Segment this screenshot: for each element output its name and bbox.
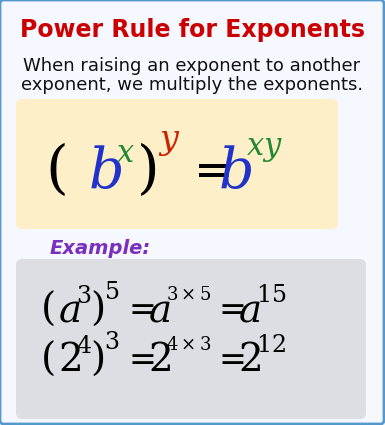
Text: $2$: $2$	[58, 341, 81, 379]
Text: $a$: $a$	[58, 291, 80, 329]
Text: $4$: $4$	[76, 334, 92, 358]
Text: $12$: $12$	[256, 333, 286, 357]
Text: $=$: $=$	[212, 292, 245, 325]
Text: $=$: $=$	[122, 342, 155, 374]
Text: $($: $($	[40, 338, 54, 378]
Text: $5$: $5$	[104, 280, 119, 304]
Text: exponent, we multiply the exponents.: exponent, we multiply the exponents.	[21, 76, 363, 94]
Text: Example:: Example:	[50, 238, 151, 258]
Text: $2$: $2$	[148, 341, 171, 379]
Text: $a$: $a$	[148, 291, 171, 329]
Text: $)$: $)$	[136, 142, 156, 198]
Text: When raising an exponent to another: When raising an exponent to another	[23, 57, 361, 75]
Text: $3$: $3$	[104, 330, 119, 354]
Text: $y$: $y$	[158, 125, 181, 159]
Text: $3$: $3$	[76, 284, 91, 308]
Text: $15$: $15$	[256, 283, 286, 307]
Text: $b$: $b$	[88, 146, 122, 200]
Text: $x$: $x$	[116, 139, 135, 167]
Text: $=$: $=$	[185, 147, 231, 193]
Text: $=$: $=$	[122, 292, 155, 325]
Text: $=$: $=$	[212, 342, 245, 374]
Text: $b$: $b$	[218, 146, 252, 200]
Text: $3\times5$: $3\times5$	[166, 286, 211, 304]
Text: $($: $($	[45, 142, 65, 198]
Text: $)$: $)$	[90, 338, 104, 378]
FancyBboxPatch shape	[16, 99, 338, 229]
Text: $4\times3$: $4\times3$	[166, 336, 211, 354]
Text: $2$: $2$	[238, 341, 261, 379]
Text: $)$: $)$	[90, 288, 104, 328]
Text: $($: $($	[40, 288, 54, 328]
Text: Power Rule for Exponents: Power Rule for Exponents	[20, 18, 365, 42]
FancyBboxPatch shape	[16, 259, 366, 419]
Text: $a$: $a$	[238, 291, 261, 329]
Text: $xy$: $xy$	[246, 134, 283, 164]
